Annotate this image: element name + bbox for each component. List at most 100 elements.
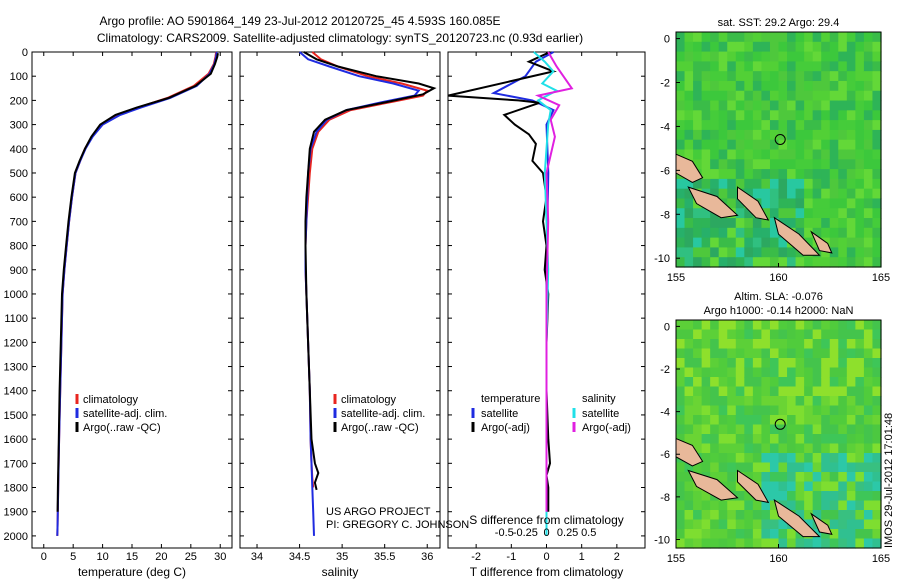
map-cell: [752, 227, 763, 239]
map-cell: [821, 320, 831, 331]
map-cell: [863, 367, 874, 378]
map-cell: [727, 247, 737, 258]
map-cell: [684, 149, 694, 160]
map-cell: [718, 139, 728, 151]
map-cell: [718, 415, 728, 426]
map-cell: [863, 443, 874, 454]
map-cell: [676, 227, 686, 239]
map-cell: [710, 405, 720, 416]
map-cell: [804, 257, 814, 268]
map-cell: [718, 529, 728, 540]
map-cell: [761, 149, 771, 160]
map-cell: [812, 415, 822, 426]
map-cell: [795, 178, 805, 190]
map-cell: [701, 453, 711, 464]
map-cell: [735, 453, 745, 464]
map-cell: [684, 386, 694, 397]
map-cell: [727, 120, 737, 131]
map-cell: [761, 358, 771, 369]
map-cell: [863, 462, 874, 473]
map-cell: [812, 377, 822, 388]
map-cell: [795, 32, 805, 43]
map-cell: [735, 481, 745, 492]
map-cell: [752, 358, 763, 369]
map-cell: [769, 90, 780, 102]
map-cell: [804, 178, 814, 190]
map-cell: [804, 462, 814, 473]
map-cell: [710, 367, 720, 378]
map-cell: [676, 100, 686, 111]
map-cell: [710, 90, 720, 102]
map-cell: [710, 218, 720, 229]
map-cell: [718, 149, 728, 160]
map-cell: [838, 510, 848, 521]
map-cell: [718, 80, 728, 92]
series-line-t-satellite: [490, 51, 555, 512]
map-cell: [821, 415, 831, 426]
map-cell: [846, 169, 856, 180]
map-cell: [787, 188, 797, 200]
map-cell: [752, 415, 763, 426]
map-cell: [735, 41, 745, 53]
map-cell: [821, 208, 831, 219]
map-cell: [872, 237, 882, 249]
map-cell: [846, 110, 856, 121]
map-cell: [676, 405, 686, 416]
map-cell: [821, 198, 831, 209]
legend-entry: satellite: [481, 408, 518, 420]
map-cell: [684, 120, 694, 131]
map-cell: [846, 519, 856, 530]
map-cell: [787, 100, 797, 111]
legend-entry: satellite: [582, 408, 619, 420]
map-cell: [778, 367, 788, 378]
map-cell: [676, 472, 686, 483]
map-cell: [872, 500, 882, 511]
map-cell: [821, 169, 831, 180]
map-cell: [676, 71, 686, 82]
land-island: [737, 469, 770, 504]
map-cell: [693, 500, 703, 511]
map-cell: [846, 90, 856, 102]
map-cell: [795, 424, 805, 435]
map-cell: [701, 424, 711, 435]
map-cell: [855, 443, 865, 454]
map-cell: [710, 237, 720, 249]
map-cell: [812, 348, 822, 359]
map-cell: [752, 396, 763, 407]
map-cell: [821, 481, 831, 492]
map-cell: [710, 188, 720, 200]
map-cell: [795, 348, 805, 359]
map-cell: [787, 178, 797, 190]
s-tick-label: 0.5: [581, 527, 596, 539]
map-cell: [735, 538, 745, 549]
map-cell: [718, 500, 728, 511]
map-cell: [829, 462, 839, 473]
map-cell: [778, 329, 788, 340]
map-cell: [838, 386, 848, 397]
map-cell: [727, 462, 737, 473]
map-cell: [863, 51, 874, 62]
map-cell: [804, 129, 814, 141]
map-cell: [863, 32, 874, 43]
map-cell: [752, 80, 763, 92]
land-island: [810, 512, 833, 535]
map-cell: [735, 519, 745, 530]
map-cell: [863, 90, 874, 102]
map-cell: [727, 358, 737, 369]
map-cell: [846, 198, 856, 209]
map-cell: [863, 110, 874, 121]
map-cell: [727, 453, 737, 464]
map-cell: [735, 71, 745, 82]
map-cell: [855, 227, 865, 239]
map-cell: [735, 218, 745, 229]
map-cell: [752, 367, 763, 378]
map-cell: [693, 32, 703, 43]
map-cell: [812, 110, 822, 121]
map-cell: [701, 510, 711, 521]
lon-tick-label: 160: [769, 272, 787, 284]
map-cell: [855, 538, 865, 549]
map-cell: [838, 198, 848, 209]
map-cell: [872, 139, 882, 151]
map-cell: [804, 443, 814, 454]
map-cell: [838, 538, 848, 549]
